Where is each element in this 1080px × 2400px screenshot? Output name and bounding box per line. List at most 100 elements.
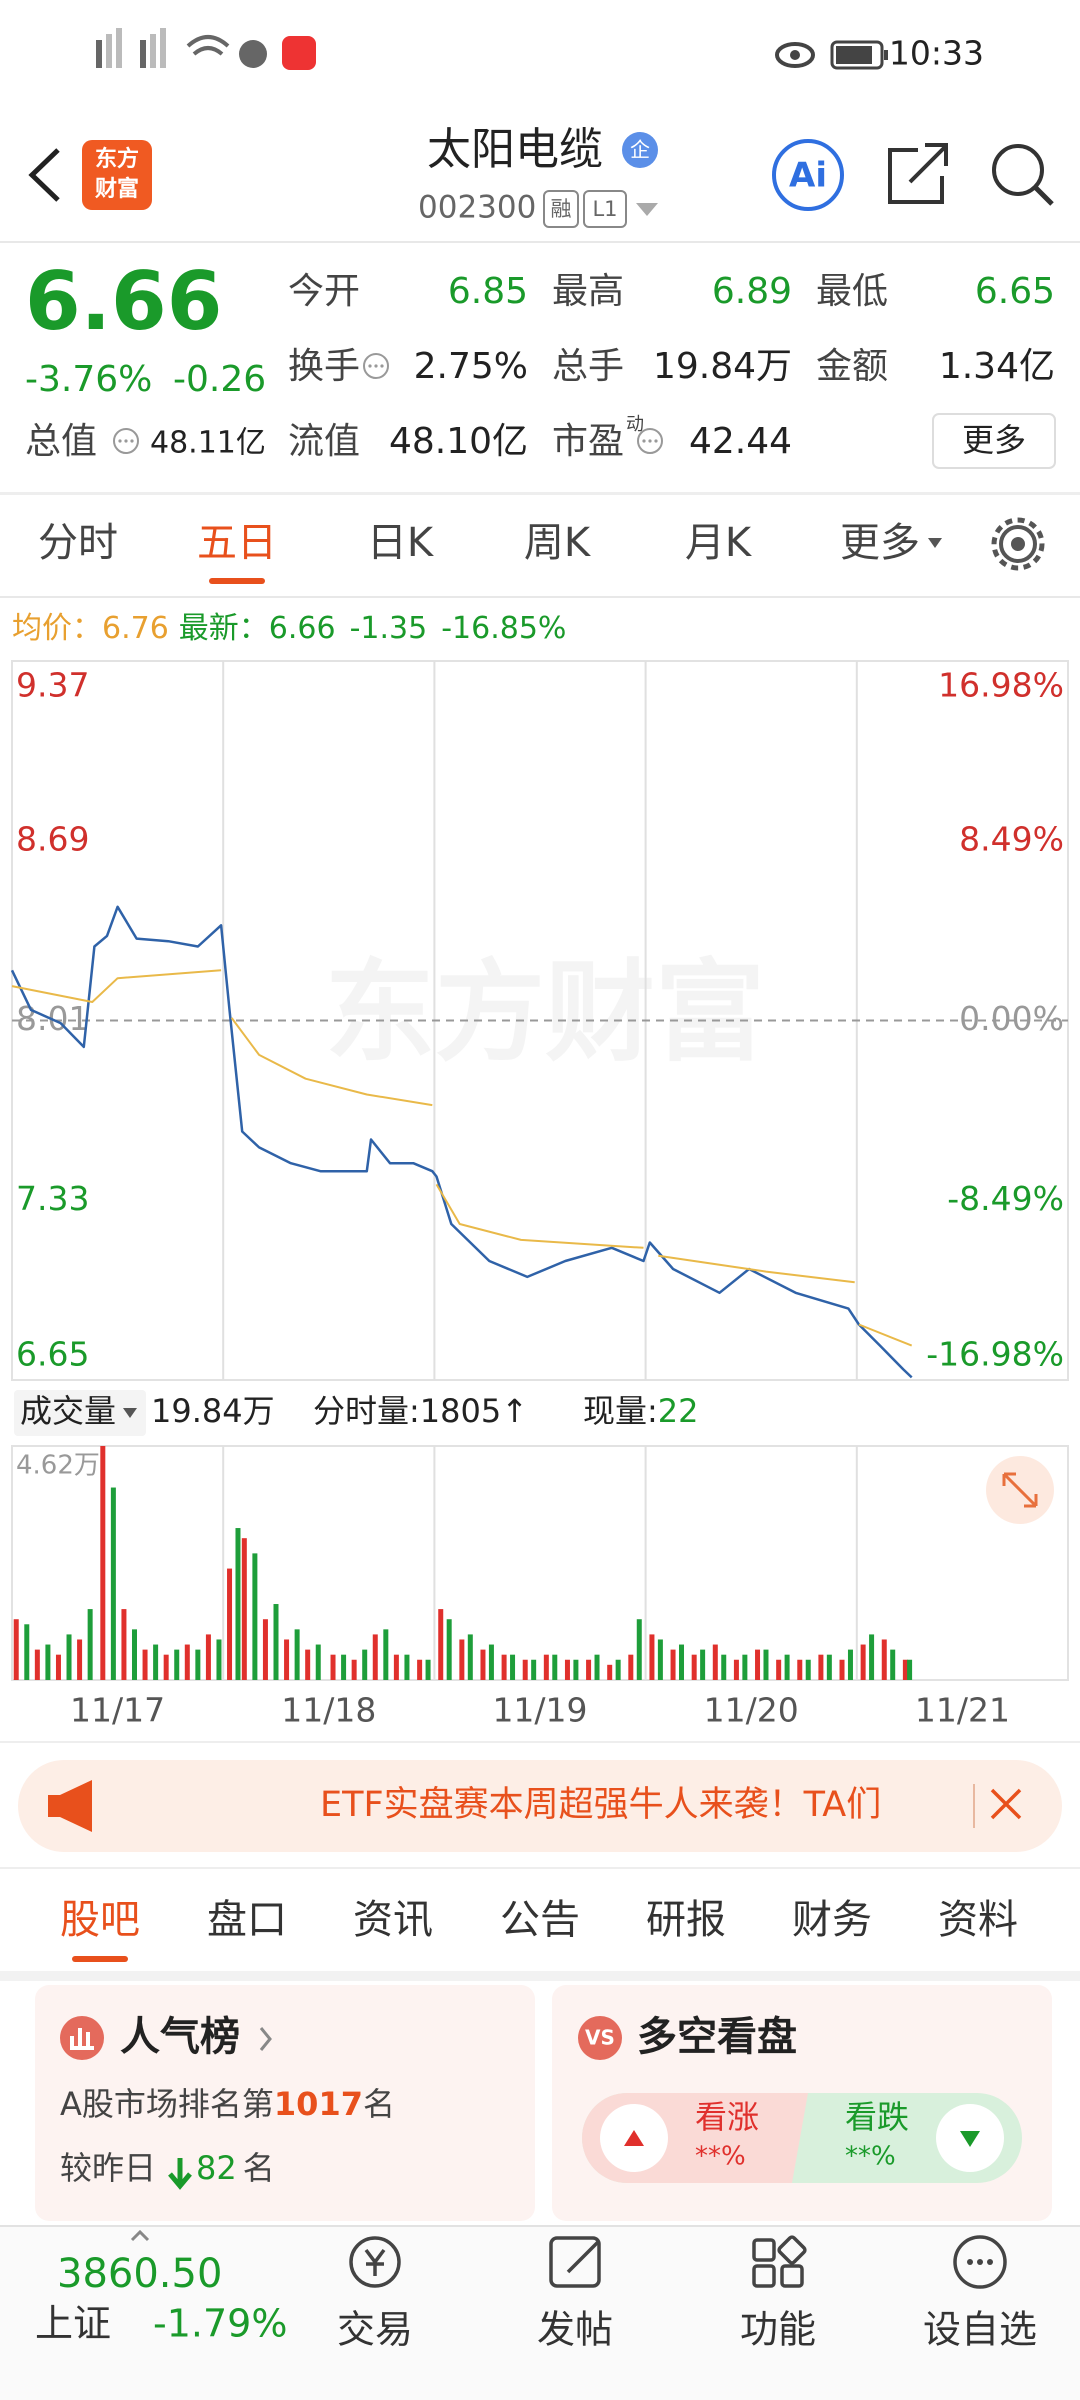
- volume-bar: [501, 1654, 507, 1680]
- bottom-nav: [0, 2226, 1080, 2400]
- more-button[interactable]: [932, 413, 1056, 469]
- change-amount: -0.26: [173, 359, 266, 400]
- nav-item[interactable]: 功能: [740, 2308, 816, 2352]
- total-value: 48.11亿: [150, 426, 266, 461]
- volume-bar: [742, 1654, 748, 1680]
- info-icon[interactable]: [637, 428, 663, 454]
- rank-change-value: 82: [196, 2149, 237, 2187]
- stock-name: 太阳电缆: [427, 124, 603, 175]
- back-button[interactable]: [28, 148, 60, 202]
- share-button[interactable]: [888, 143, 948, 204]
- search-button[interactable]: [992, 144, 1054, 206]
- popularity-title[interactable]: 人气榜: [120, 2014, 240, 2060]
- nav-item[interactable]: 发帖: [537, 2308, 613, 2352]
- sentiment-title[interactable]: 多空看盘: [637, 2014, 797, 2060]
- promo-banner[interactable]: [18, 1760, 1062, 1852]
- volume-bar: [438, 1609, 444, 1680]
- more-button-label[interactable]: 更多: [962, 421, 1026, 459]
- index-name[interactable]: 上证: [35, 2302, 111, 2346]
- volume-bar: [733, 1659, 739, 1680]
- volume-bar: [284, 1639, 290, 1680]
- status-icons: [96, 28, 888, 70]
- info-icon[interactable]: [113, 428, 139, 454]
- expand-button[interactable]: [986, 1456, 1054, 1524]
- expand-caret[interactable]: [130, 2229, 150, 2242]
- x-tick-label: 11/19: [492, 1691, 587, 1730]
- volume-bar: [543, 1654, 549, 1680]
- volume-bar: [66, 1634, 72, 1680]
- index-change[interactable]: -1.79%: [153, 2302, 287, 2346]
- volume-bar: [890, 1649, 896, 1680]
- index-value[interactable]: 3860.50: [57, 2251, 222, 2297]
- post-icon[interactable]: [549, 2236, 601, 2288]
- volume-bar: [615, 1659, 621, 1680]
- x-tick-label: 11/18: [281, 1691, 376, 1730]
- volume-bar: [330, 1654, 336, 1680]
- current-volume-value: 22: [658, 1392, 699, 1430]
- info-icon[interactable]: [363, 353, 389, 379]
- field-label: 金额: [816, 346, 888, 387]
- tick-arrow: ↑: [501, 1392, 528, 1430]
- dropdown-icon[interactable]: [636, 203, 658, 216]
- app-logo-text: 东方: [95, 146, 139, 172]
- latest-change-pct: -16.85%: [441, 611, 566, 646]
- volume-bar: [87, 1609, 93, 1680]
- section-tab[interactable]: 股吧: [60, 1897, 140, 1943]
- nav-item[interactable]: 设自选: [923, 2308, 1037, 2352]
- trade-icon[interactable]: [349, 2236, 401, 2288]
- popularity-card[interactable]: [35, 1985, 535, 2221]
- y2-tick-label: 8.49%: [959, 819, 1064, 858]
- avg-label: 均价：: [12, 611, 102, 646]
- volume-bar: [294, 1629, 300, 1680]
- period-tab[interactable]: 分时: [38, 520, 118, 566]
- volume-bar: [902, 1659, 908, 1680]
- volume-bar: [839, 1659, 845, 1680]
- divider: [0, 492, 1080, 495]
- period-tab[interactable]: 五日: [197, 520, 277, 566]
- promo-text[interactable]: ETF实盘赛本周超强牛人来袭！TA们: [320, 1785, 881, 1825]
- field-value: 42.44: [689, 421, 792, 462]
- ai-button[interactable]: [772, 139, 844, 211]
- period-tab[interactable]: 更多: [840, 520, 920, 566]
- volume-bar: [797, 1659, 803, 1680]
- period-tab[interactable]: 月K: [685, 520, 753, 566]
- section-tab[interactable]: 财务: [792, 1897, 872, 1943]
- volume-selector[interactable]: [14, 1390, 146, 1436]
- close-button[interactable]: [990, 1788, 1022, 1820]
- bull-label[interactable]: 看涨: [695, 2098, 759, 2136]
- volume-bar: [712, 1644, 718, 1680]
- bear-label[interactable]: 看跌: [845, 2098, 909, 2136]
- volume-bar: [393, 1654, 399, 1680]
- badge: 企: [630, 138, 650, 162]
- nav-item[interactable]: 交易: [337, 2308, 413, 2352]
- watermark: 东方财富: [325, 948, 765, 1076]
- dropdown-icon[interactable]: [928, 538, 942, 548]
- field-label: 最低: [816, 271, 888, 312]
- function-icon[interactable]: [752, 2235, 807, 2288]
- rank-change-suffix: 名: [243, 2149, 275, 2187]
- section-tab[interactable]: 研报: [646, 1897, 726, 1943]
- tag: L1: [592, 197, 617, 221]
- volume-bar: [636, 1619, 642, 1680]
- price-chart: 16.98%8.49%0.00%-8.49%-16.98%9.378.698.0…: [10, 661, 1068, 1380]
- period-tab[interactable]: 日K: [367, 520, 435, 566]
- rank-line: A股市场排名第1017名: [60, 2085, 395, 2123]
- period-tab[interactable]: 周K: [524, 520, 592, 566]
- section-tab[interactable]: 盘口: [207, 1897, 287, 1943]
- field-value: 48.10亿: [389, 421, 528, 462]
- rank-prefix: A股市场排名第: [60, 2085, 274, 2123]
- dropdown-icon[interactable]: [123, 1408, 137, 1418]
- tag-box: [543, 190, 579, 228]
- ai-label[interactable]: Ai: [789, 156, 827, 196]
- section-tab[interactable]: 资讯: [353, 1897, 433, 1943]
- section-tab[interactable]: 资料: [938, 1897, 1018, 1943]
- divider: [0, 1971, 1080, 1981]
- volume-bar: [383, 1629, 389, 1680]
- volume-label[interactable]: 成交量: [20, 1392, 116, 1430]
- y-tick-label: 8.69: [16, 819, 89, 858]
- settings-button[interactable]: [991, 517, 1045, 571]
- section-tab[interactable]: 公告: [500, 1897, 580, 1943]
- watchlist-icon[interactable]: [953, 2235, 1007, 2289]
- volume-bar: [657, 1639, 663, 1680]
